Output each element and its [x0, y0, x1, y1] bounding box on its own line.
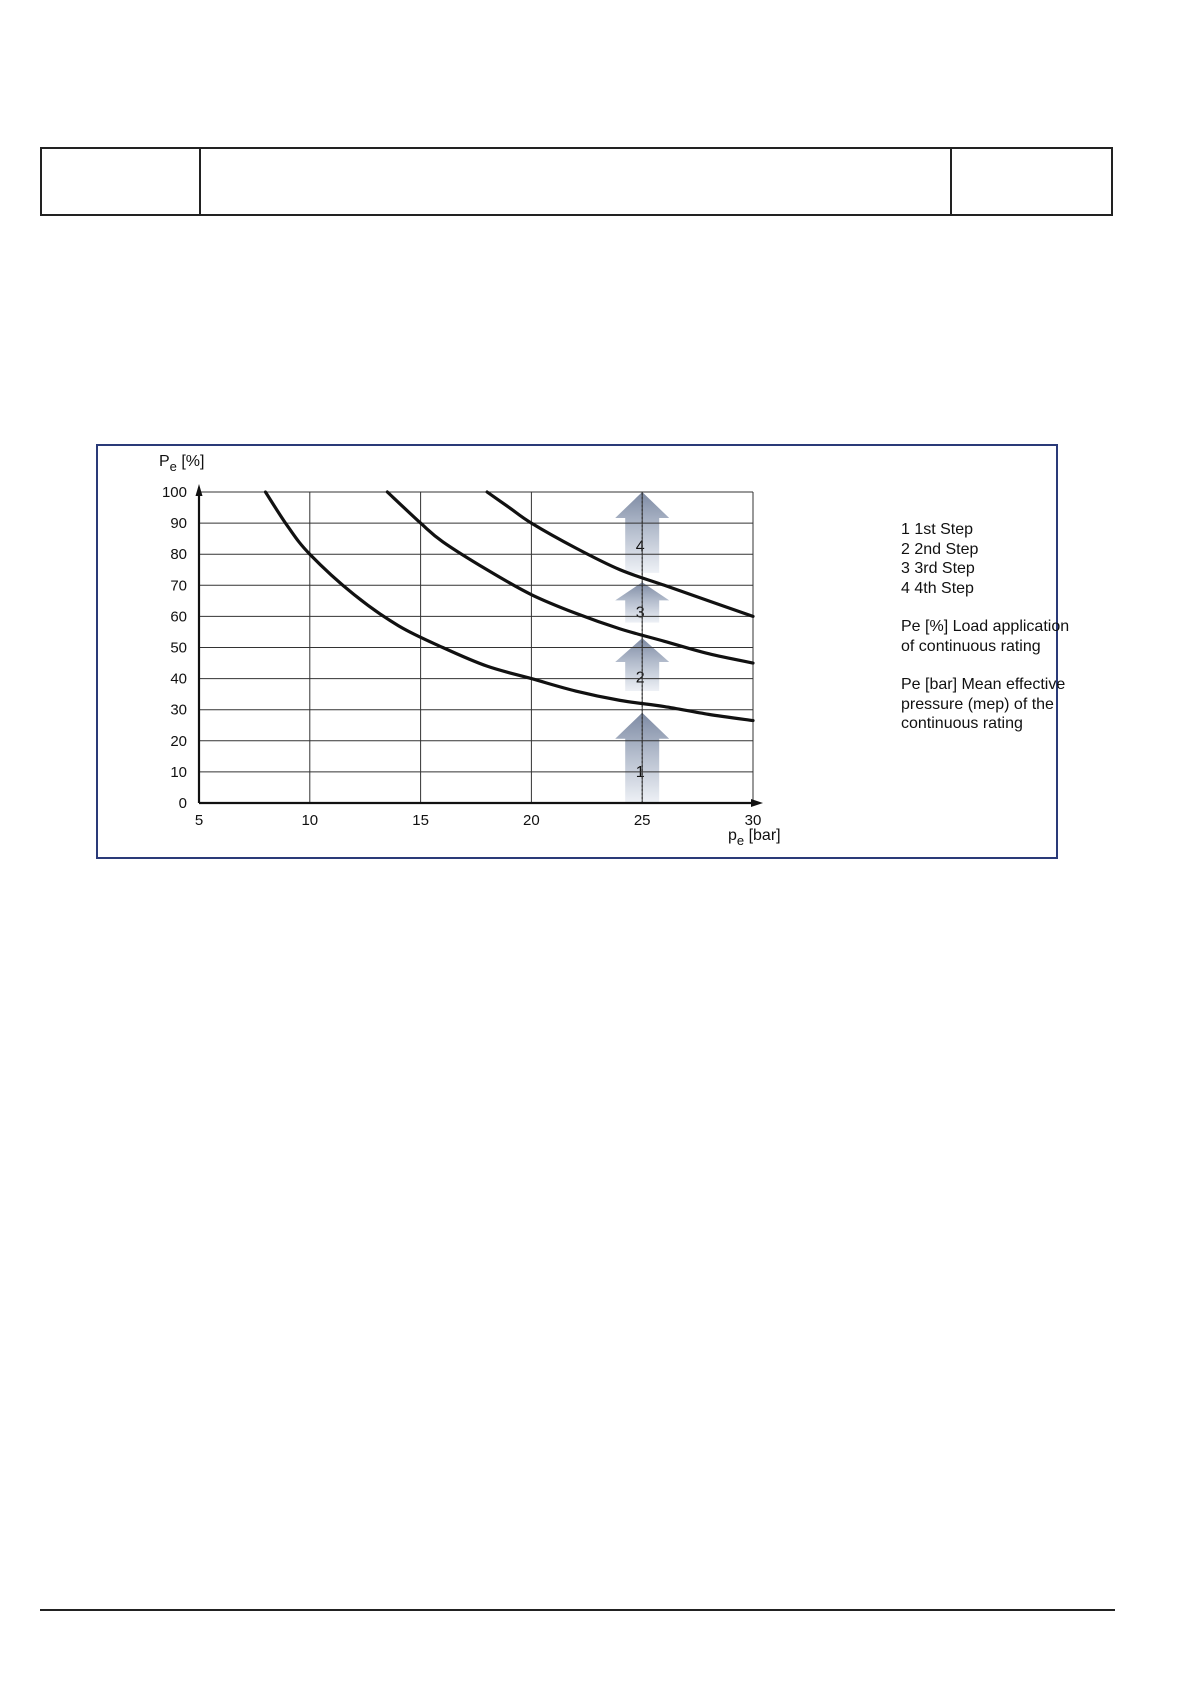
x-axis-label: pe [bar]: [728, 827, 781, 848]
legend-pe-percent: Pe [%] Load application of continuous ra…: [901, 617, 1069, 656]
header-cell-middle: [201, 149, 952, 214]
x-tick-label-25: 25: [634, 812, 651, 829]
y-tick-label-40: 40: [170, 671, 187, 688]
y-axis-arrowhead: [195, 484, 203, 496]
legend-step-1: 1 1st Step: [901, 521, 974, 538]
y-tick-label-0: 0: [179, 795, 187, 812]
legend-pe-bar: Pe [bar] Mean effective pressure (mep) o…: [901, 675, 1065, 734]
footer-rule: [40, 1609, 1115, 1611]
y-tick-label-30: 30: [170, 702, 187, 719]
y-tick-label-20: 20: [170, 733, 187, 750]
curve-2: [385, 490, 755, 665]
step-arrow-label-2: 2: [636, 670, 645, 687]
x-tick-label-20: 20: [523, 812, 540, 829]
header-cell-left: [42, 149, 201, 214]
legend-pe-bar-line-1: Pe [bar] Mean effective: [901, 676, 1066, 693]
curve-1: [263, 490, 755, 723]
legend-step-4: 4 4th Step: [901, 579, 974, 597]
step-arrow-label-3: 3: [636, 605, 645, 622]
y-tick-label-10: 10: [170, 764, 187, 781]
y-tick-label-60: 60: [170, 608, 187, 625]
curve-3: [485, 490, 755, 618]
legend-step-3: 3 3rd Step: [901, 560, 975, 577]
y-axis-label: Pe [%]: [159, 453, 204, 474]
x-tick-label-30: 30: [745, 812, 762, 829]
figure-frame: 1 2 3 4 0 10 20 30 40 50 60 70 80 90 100 5 10 15 20 25 30 Pe…: [96, 444, 1069, 859]
y-tick-label-100: 100: [162, 484, 187, 501]
y-tick-label-70: 70: [170, 577, 187, 594]
load-application-chart: 1 2 3 4 0 10 20 30 40 50 60 70 80 90 100 5 10 15 20 25 30 Pe…: [159, 453, 781, 848]
y-tick-label-50: 50: [170, 640, 187, 657]
x-axis-arrowhead: [751, 799, 763, 807]
legend-steps: 1 1st Step 2 2nd Step 3 3rd Step 4 4th S…: [901, 520, 978, 598]
header-table: [40, 147, 1113, 216]
y-tick-label-90: 90: [170, 515, 187, 532]
y-tick-label-80: 80: [170, 546, 187, 563]
x-tick-label-10: 10: [301, 812, 318, 829]
x-tick-label-5: 5: [195, 812, 203, 829]
step-arrow-label-4: 4: [636, 538, 645, 555]
x-tick-label-15: 15: [412, 812, 429, 829]
legend-pe-bar-line-2: pressure (mep) of the: [901, 695, 1054, 713]
legend-step-2: 2 2nd Step: [901, 540, 979, 558]
legend-pe-bar-line-3: continuous rating: [901, 715, 1023, 732]
step-arrow-label-1: 1: [636, 764, 645, 781]
header-cell-right: [952, 149, 1111, 214]
legend-pe-percent-line-1: Pe [%] Load application: [901, 618, 1070, 635]
legend-pe-percent-line-2: of continuous rating: [901, 637, 1041, 655]
